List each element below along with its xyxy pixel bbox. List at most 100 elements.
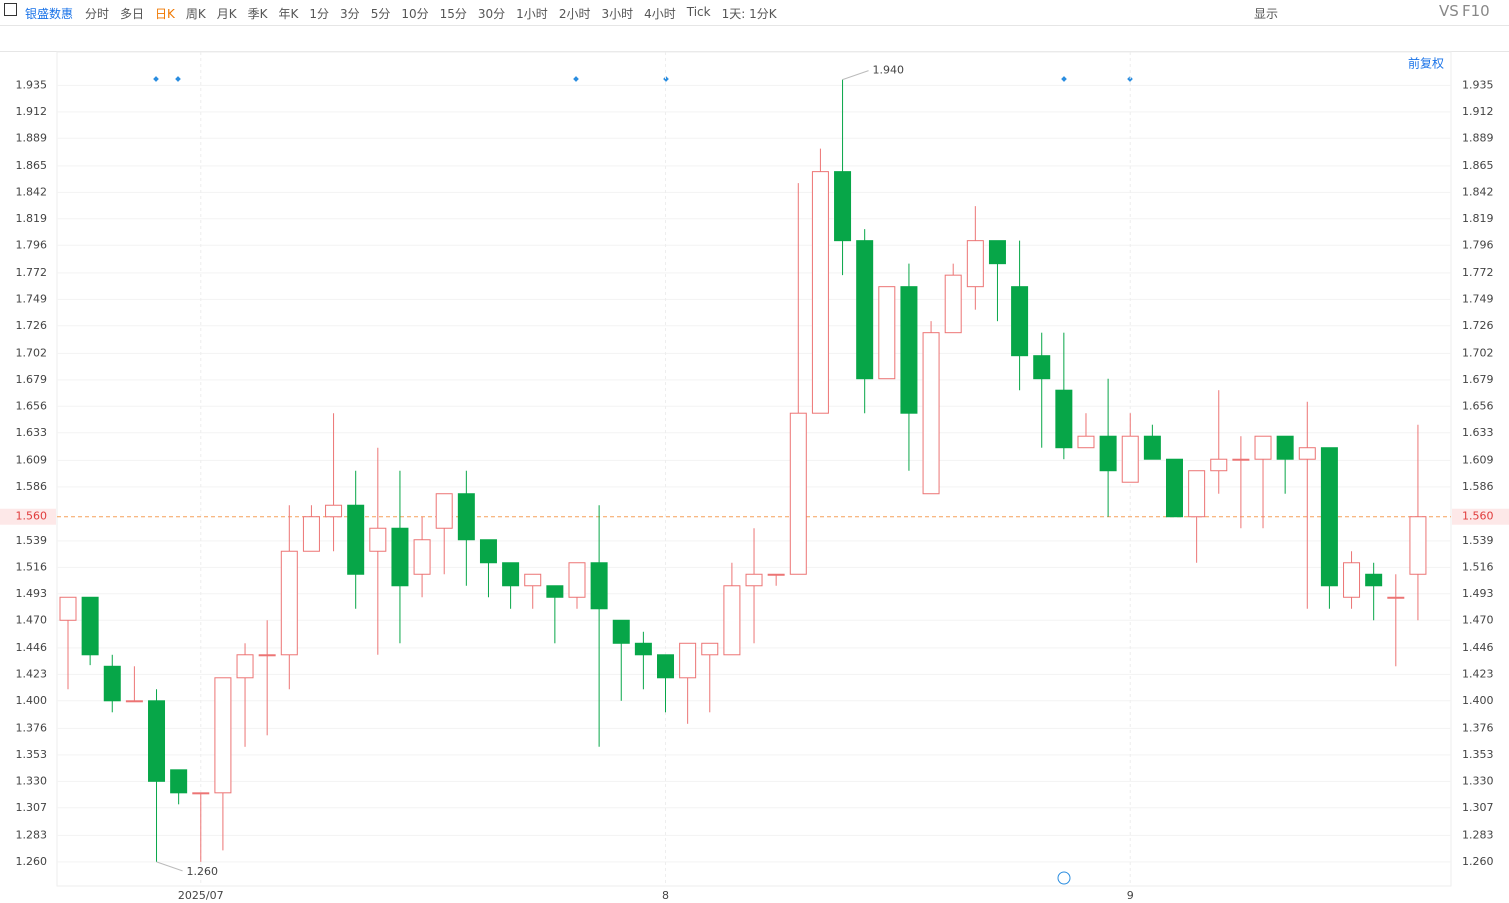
min-label: 1.260 [187, 865, 219, 878]
candle-body [1409, 516, 1427, 575]
candle-body [944, 274, 962, 334]
candle-body [1276, 435, 1294, 460]
candle-body [1143, 435, 1161, 460]
period-button[interactable]: 日K [155, 7, 175, 21]
candle-body [192, 792, 210, 795]
period-button[interactable]: 3小时 [601, 7, 634, 21]
period-button[interactable]: 年K [278, 7, 299, 21]
event-icon[interactable] [1057, 871, 1071, 885]
candle-body [1055, 389, 1073, 449]
display-menu[interactable]: 显示 [1254, 7, 1279, 21]
candle-body [789, 412, 807, 575]
candle-body [590, 562, 608, 610]
y-tick-label: 1.516 [16, 560, 48, 573]
y-tick-label: 1.679 [16, 373, 48, 386]
max-label: 1.940 [873, 64, 905, 77]
period-button[interactable]: 季K [247, 7, 268, 21]
y-tick-label: 1.493 [16, 587, 48, 600]
y-tick-label-right: 1.516 [1462, 560, 1494, 573]
y-tick-label-right: 1.400 [1462, 694, 1494, 707]
current-price-label-right: 1.560 [1462, 510, 1494, 523]
period-button[interactable]: Tick [686, 5, 711, 19]
y-tick-label-right: 1.283 [1462, 828, 1494, 841]
y-tick-label-right: 1.912 [1462, 105, 1494, 118]
y-tick-label: 1.633 [16, 426, 48, 439]
min-leader [156, 861, 183, 872]
layout-icon[interactable] [4, 3, 17, 16]
candle-body [723, 585, 741, 656]
candle-body [413, 539, 431, 575]
candle-body [1387, 596, 1405, 599]
candle-body [878, 286, 896, 380]
period-button[interactable]: 1天: 1分K [721, 7, 777, 21]
candle-body [1232, 458, 1250, 461]
candle-body [1188, 470, 1206, 518]
candle-body [258, 654, 276, 657]
period-button[interactable]: 1分 [309, 7, 330, 21]
period-button[interactable]: 15分 [439, 7, 467, 21]
y-tick-label-right: 1.376 [1462, 721, 1494, 734]
max-leader [842, 70, 869, 81]
candle-body [546, 585, 564, 598]
y-tick-label-right: 1.772 [1462, 266, 1494, 279]
candle-body [900, 286, 918, 414]
symbol[interactable]: 银盛数惠 [25, 7, 74, 21]
y-tick-label: 1.539 [16, 534, 48, 547]
y-tick-label: 1.353 [16, 748, 48, 761]
candle-body [1121, 435, 1139, 483]
candle-body [745, 573, 763, 587]
period-button[interactable]: 3分 [340, 7, 360, 21]
y-tick-label: 1.283 [16, 828, 48, 841]
candle-body [280, 550, 298, 656]
period-button[interactable]: 30分 [477, 7, 506, 21]
y-tick-label-right: 1.423 [1462, 667, 1494, 680]
y-tick-label: 1.889 [16, 131, 48, 144]
candle-body [1166, 458, 1183, 518]
current-price-label: 1.560 [16, 510, 48, 523]
y-tick-label-right: 1.633 [1462, 426, 1494, 439]
candle-body [657, 654, 675, 679]
y-tick-label: 1.865 [16, 159, 48, 172]
candle-body [701, 642, 719, 656]
candle-body [214, 677, 232, 794]
event-markers [153, 76, 1133, 82]
y-tick-label: 1.912 [16, 105, 48, 118]
y-tick-label-right: 1.679 [1462, 373, 1494, 386]
candle-body [679, 642, 697, 679]
period-button[interactable]: 2小时 [558, 7, 591, 21]
y-tick-label-right: 1.796 [1462, 238, 1494, 251]
period-button[interactable]: 月K [216, 7, 237, 21]
candle-body [170, 769, 188, 794]
period-button[interactable]: 周K [185, 7, 206, 21]
candle-body [59, 596, 77, 621]
y-tick-label: 1.470 [16, 613, 48, 626]
y-tick-label-right: 1.609 [1462, 453, 1494, 466]
period-button[interactable]: 分时 [85, 7, 110, 21]
candle-body [435, 493, 453, 529]
vs-button[interactable]: VS [1439, 2, 1459, 20]
y-tick-label: 1.772 [16, 266, 48, 279]
candle-body [125, 700, 143, 703]
candle-body [568, 562, 586, 598]
period-button[interactable]: 10分 [401, 7, 429, 21]
y-tick-label: 1.609 [16, 453, 48, 466]
candle-body [457, 493, 475, 541]
adjust-button[interactable]: 前复权 [1408, 56, 1444, 71]
period-button[interactable]: 4小时 [644, 7, 676, 21]
candle-body [612, 619, 630, 644]
x-tick-label: 9 [1127, 889, 1134, 902]
period-button[interactable]: 5分 [370, 7, 391, 21]
y-tick-label-right: 1.749 [1462, 292, 1494, 305]
f10-button[interactable]: F10 [1462, 2, 1490, 20]
y-tick-label: 1.423 [16, 667, 48, 680]
x-tick-label: 2025/07 [178, 889, 224, 902]
candle-body [767, 573, 785, 576]
y-tick-label-right: 1.656 [1462, 399, 1494, 412]
candle-body [834, 171, 852, 242]
y-tick-label-right: 1.819 [1462, 212, 1494, 225]
period-button[interactable]: 多日 [120, 7, 145, 21]
period-button[interactable]: 1小时 [516, 7, 548, 21]
y-tick-label-right: 1.586 [1462, 480, 1494, 493]
candle-body [811, 171, 829, 414]
